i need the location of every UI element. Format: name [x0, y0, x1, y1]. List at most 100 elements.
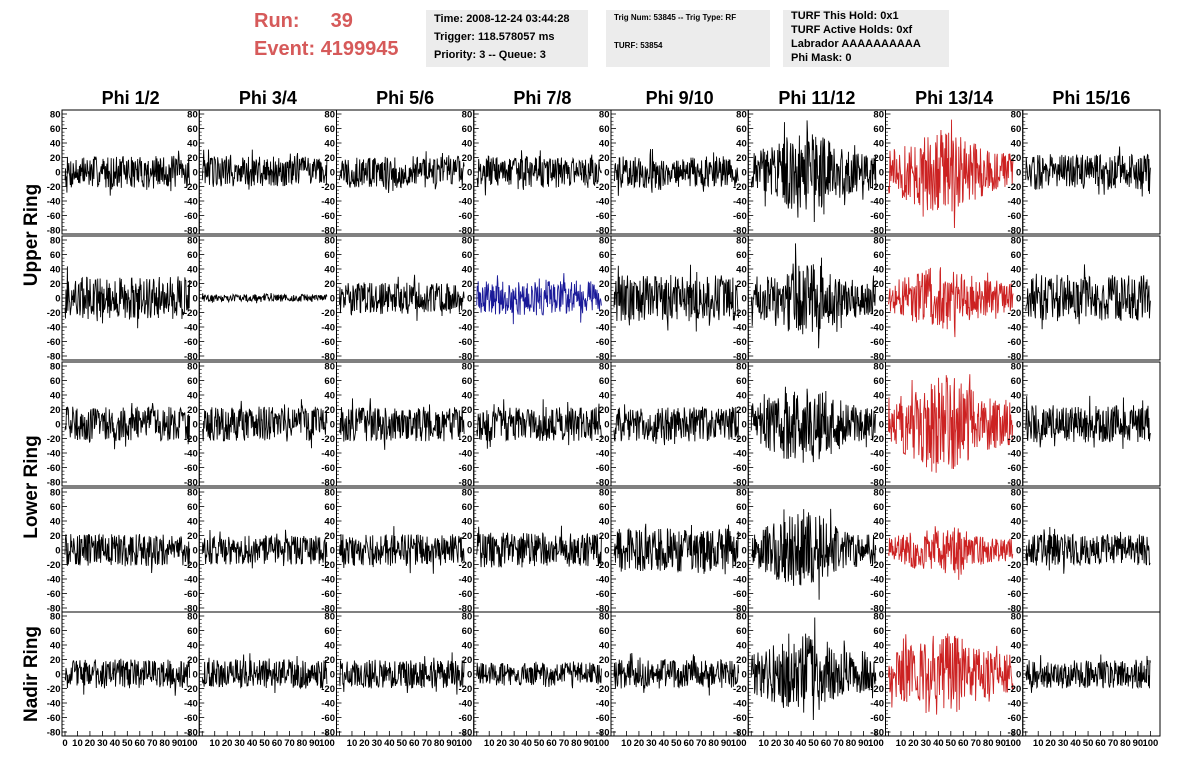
y-tick-label: -60	[321, 589, 335, 600]
x-tick-label: 10	[347, 738, 358, 749]
y-tick-label: 60	[462, 124, 473, 135]
y-tick-label: 80	[324, 235, 335, 246]
y-tick-label: -20	[1008, 560, 1022, 571]
y-tick-label: 40	[462, 640, 473, 651]
x-tick-label: 20	[222, 738, 233, 749]
x-tick-label: 80	[434, 738, 445, 749]
y-tick-label: -40	[733, 322, 747, 333]
y-tick-label: 60	[187, 376, 198, 387]
y-tick-label: 20	[1011, 279, 1022, 290]
column-title: Phi 9/10	[646, 88, 714, 108]
y-tick-label: -40	[321, 448, 335, 459]
y-tick-label: 80	[599, 235, 610, 246]
waveform-trace	[888, 267, 1014, 338]
y-tick-label: -60	[459, 337, 473, 348]
y-tick-label: 40	[599, 138, 610, 149]
y-tick-label: -80	[459, 351, 473, 362]
y-tick-label: 20	[324, 279, 335, 290]
y-tick-label: 60	[187, 502, 198, 513]
y-tick-label: 20	[873, 279, 884, 290]
x-tick-label: 30	[372, 738, 383, 749]
y-tick-label: 60	[462, 626, 473, 637]
y-tick-label: 40	[736, 516, 747, 527]
waveform-trace	[613, 404, 740, 446]
y-tick-label: -40	[184, 574, 198, 585]
y-tick-label: 20	[736, 405, 747, 416]
y-tick-label: 80	[873, 487, 884, 498]
waveform-panel: -80 -60 -40 -20 0 20 40 60 80	[184, 361, 337, 488]
y-tick-label: 0	[604, 167, 609, 178]
waveform-panel: -80 -60 -40 -20 0 20 40 60 80	[184, 611, 337, 738]
y-tick-label: -80	[733, 727, 747, 738]
y-tick-label: 80	[462, 611, 473, 622]
x-tick-label: 70	[1108, 738, 1119, 749]
y-tick-label: -80	[321, 603, 335, 614]
waveform-panel: -80 -60 -40 -20 0 20 40 60 80	[47, 235, 200, 362]
y-tick-label: -20	[870, 684, 884, 695]
y-tick-label: 80	[1011, 235, 1022, 246]
y-tick-label: -40	[733, 448, 747, 459]
y-tick-label: -20	[47, 560, 61, 571]
y-tick-label: 60	[599, 124, 610, 135]
y-tick-label: 80	[462, 361, 473, 372]
y-tick-label: 40	[736, 138, 747, 149]
waveform-trace	[613, 523, 740, 575]
y-tick-label: -40	[1008, 322, 1022, 333]
y-tick-label: -60	[321, 337, 335, 348]
y-tick-label: 0	[192, 293, 197, 304]
waveform-panel: -80 -60 -40 -20 0 20 40 60 80	[596, 235, 749, 362]
run-line: Run: 39	[254, 10, 353, 33]
y-tick-label: -20	[733, 560, 747, 571]
y-tick-label: 0	[741, 293, 746, 304]
y-tick-label: -60	[870, 589, 884, 600]
y-tick-label: 20	[1011, 655, 1022, 666]
waveform-panel: -80 -60 -40 -20 0 20 40 60 80	[870, 235, 1024, 362]
waveform-trace	[201, 529, 328, 569]
y-tick-label: 20	[50, 655, 61, 666]
y-tick-label: -20	[1008, 308, 1022, 319]
waveform-panel: -80 -60 -40 -20 0 20 40 60 80	[184, 235, 337, 362]
turf-num-text: TURF: 53854	[614, 41, 663, 50]
waveform-trace	[476, 525, 602, 568]
x-tick-label: 50	[259, 738, 270, 749]
y-tick-label: -40	[596, 698, 610, 709]
y-tick-label: 80	[187, 235, 198, 246]
waveform-panel: -80 -60 -40 -20 0 20 40 60 80	[184, 487, 337, 614]
column-title: Phi 7/8	[513, 88, 571, 108]
y-tick-label: 20	[599, 405, 610, 416]
x-tick-label: 80	[159, 738, 170, 749]
y-tick-label: 0	[879, 669, 884, 680]
y-tick-label: 60	[187, 626, 198, 637]
waveform-panel: -80 -60 -40 -20 0 20 40 60 80	[596, 611, 749, 738]
y-tick-label: 0	[741, 669, 746, 680]
waveform-trace	[1025, 527, 1151, 574]
x-tick-label: 100	[868, 738, 884, 749]
y-tick-label: -40	[870, 448, 884, 459]
waveform-panel: -80 -60 -40 -20 0 20 40 60 80	[47, 109, 200, 236]
y-tick-label: 20	[1011, 153, 1022, 164]
x-tick-label: 100	[319, 738, 335, 749]
y-tick-label: 20	[187, 531, 198, 542]
x-tick-label: 30	[1058, 738, 1069, 749]
x-tick-label: 90	[1133, 738, 1144, 749]
waveform-trace	[339, 398, 465, 450]
y-tick-label: -60	[459, 589, 473, 600]
x-tick-label: 30	[646, 738, 657, 749]
y-tick-label: -80	[1008, 225, 1022, 236]
y-tick-label: -80	[321, 477, 335, 488]
y-tick-label: 60	[324, 250, 335, 261]
column-title: Phi 1/2	[102, 88, 160, 108]
y-tick-label: -40	[459, 196, 473, 207]
x-tick-label: 0	[62, 738, 67, 749]
y-tick-label: -40	[459, 448, 473, 459]
y-tick-label: 0	[330, 419, 335, 430]
y-tick-label: -40	[1008, 574, 1022, 585]
waveform-trace	[888, 526, 1014, 580]
y-tick-label: 80	[873, 109, 884, 120]
y-tick-label: 20	[736, 655, 747, 666]
turf-hold-text: TURF This Hold: 0x1	[791, 10, 899, 22]
y-tick-label: -20	[459, 434, 473, 445]
y-tick-label: 60	[736, 626, 747, 637]
event-label: Event:	[254, 38, 316, 60]
